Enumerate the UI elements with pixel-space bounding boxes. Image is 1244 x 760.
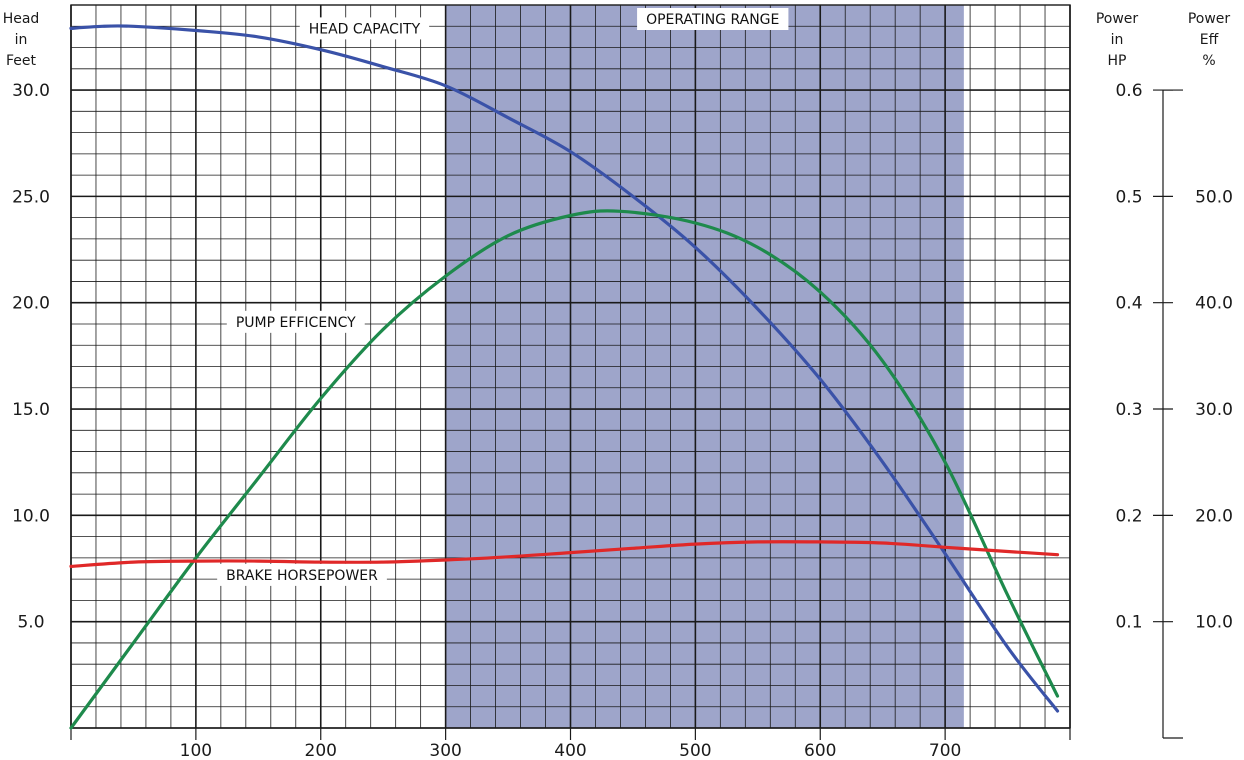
pump-efficiency-label-bg bbox=[226, 310, 365, 333]
y-hp-tick-label: 0.6 bbox=[1115, 81, 1142, 101]
y-eff-tick-label: 30.0 bbox=[1195, 400, 1233, 420]
x-axis-tick-label: 200 bbox=[305, 741, 337, 760]
y-left-tick-label: 10.0 bbox=[12, 506, 50, 526]
y-left-tick-label: 5.0 bbox=[17, 613, 44, 633]
y-left-tick-label: 15.0 bbox=[12, 400, 50, 420]
x-axis-tick-label: 700 bbox=[929, 741, 961, 760]
x-axis-tick-label: 400 bbox=[554, 741, 586, 760]
head-capacity-label: HEAD CAPACITY bbox=[309, 21, 421, 37]
brake-horsepower-label: BRAKE HORSEPOWER bbox=[226, 568, 378, 584]
y-eff-axis-header: Power bbox=[1188, 11, 1231, 27]
x-axis-tick-label: 300 bbox=[429, 741, 461, 760]
y-left-tick-label: 20.0 bbox=[12, 294, 50, 314]
y-left-tick-label: 25.0 bbox=[12, 187, 50, 207]
x-axis-tick-label: 600 bbox=[804, 741, 836, 760]
y-left-axis-header: Feet bbox=[6, 53, 37, 69]
y-eff-tick-label: 50.0 bbox=[1195, 187, 1233, 207]
y-hp-tick-label: 0.1 bbox=[1115, 613, 1142, 633]
head-capacity-label-bg bbox=[299, 17, 430, 40]
x-axis-tick-label: 100 bbox=[180, 741, 212, 760]
operating-range-label: OPERATING RANGE bbox=[646, 12, 779, 28]
y-hp-tick-label: 0.3 bbox=[1115, 400, 1142, 420]
y-left-tick-label: 30.0 bbox=[12, 81, 50, 101]
y-eff-tick-label: 20.0 bbox=[1195, 506, 1233, 526]
pump-efficiency-label: PUMP EFFICENCY bbox=[236, 315, 356, 331]
y-hp-tick-label: 0.4 bbox=[1115, 294, 1142, 314]
y-hp-tick-label: 0.2 bbox=[1115, 506, 1142, 526]
x-axis-tick-label: 500 bbox=[679, 741, 711, 760]
y-left-axis-header: in bbox=[15, 32, 28, 48]
brake-horsepower-line bbox=[69, 540, 1060, 568]
y-hp-axis-header: in bbox=[1111, 32, 1124, 48]
brake-horsepower-label-bg bbox=[217, 563, 387, 586]
y-left-axis-header: Head bbox=[3, 11, 40, 27]
operating-range-label-bg bbox=[637, 8, 789, 30]
y-hp-axis-header: Power bbox=[1096, 11, 1139, 27]
y-hp-tick-label: 0.5 bbox=[1115, 187, 1142, 207]
y-eff-axis-header: % bbox=[1202, 53, 1215, 69]
y-eff-tick-label: 40.0 bbox=[1195, 294, 1233, 314]
y-eff-axis-header: Eff bbox=[1200, 32, 1219, 48]
y-eff-tick-label: 10.0 bbox=[1195, 613, 1233, 633]
pump-efficiency-line bbox=[69, 209, 1060, 730]
head-capacity-line bbox=[69, 24, 1060, 713]
y-hp-axis-header: HP bbox=[1108, 53, 1127, 69]
